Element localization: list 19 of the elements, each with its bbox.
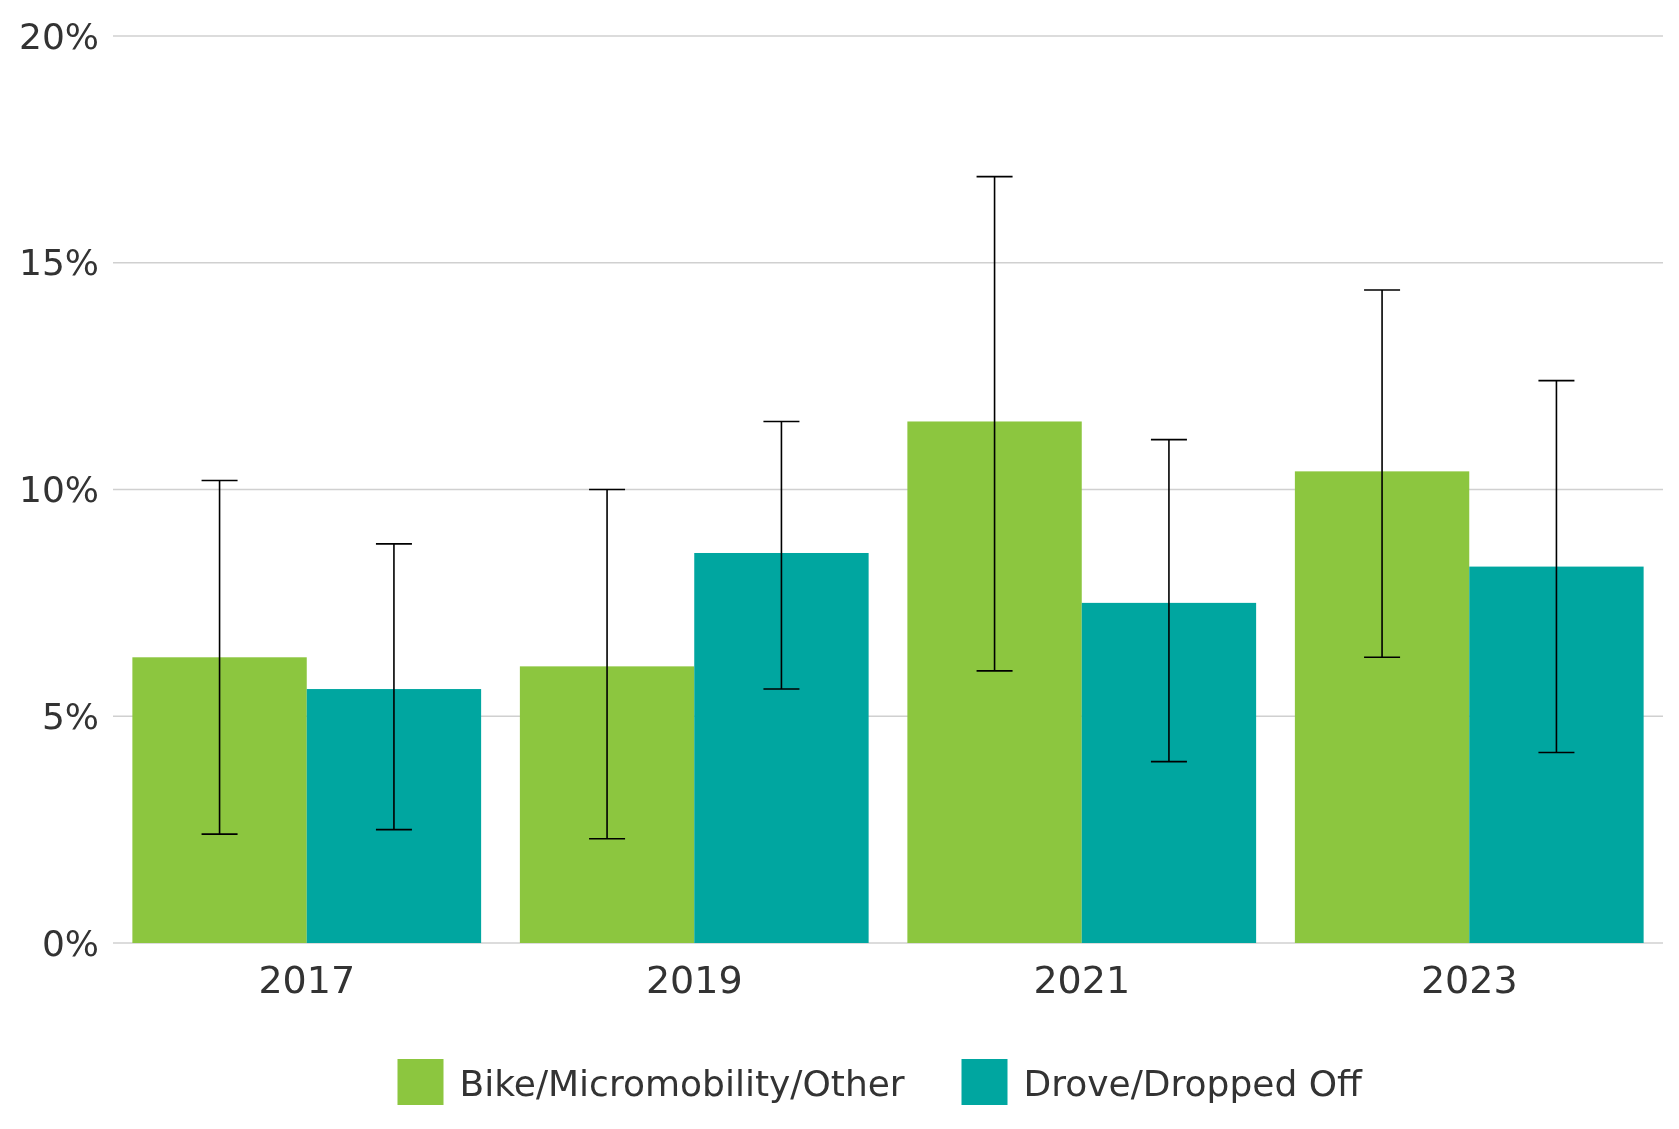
x-tick-label: 2019 bbox=[645, 958, 743, 1002]
y-tick-label: 15% bbox=[18, 242, 99, 284]
x-tick-label: 2017 bbox=[258, 958, 356, 1002]
y-tick-label: 10% bbox=[18, 469, 99, 511]
bar bbox=[694, 552, 869, 943]
legend-label: Bike/Micromobility/Other bbox=[459, 1062, 905, 1104]
bar bbox=[132, 657, 307, 943]
x-tick-label: 2021 bbox=[1033, 958, 1131, 1002]
x-tick-label: 2023 bbox=[1420, 958, 1518, 1002]
bar bbox=[1469, 566, 1644, 943]
legend-label: Drove/Dropped Off bbox=[1023, 1062, 1364, 1104]
bar bbox=[1081, 602, 1257, 943]
bar bbox=[306, 689, 482, 943]
bar bbox=[907, 421, 1082, 943]
y-tick-label: 5% bbox=[41, 695, 99, 737]
bar bbox=[519, 666, 695, 943]
y-tick-label: 20% bbox=[18, 15, 99, 57]
bar bbox=[1294, 471, 1470, 943]
y-tick-label: 0% bbox=[41, 922, 99, 964]
